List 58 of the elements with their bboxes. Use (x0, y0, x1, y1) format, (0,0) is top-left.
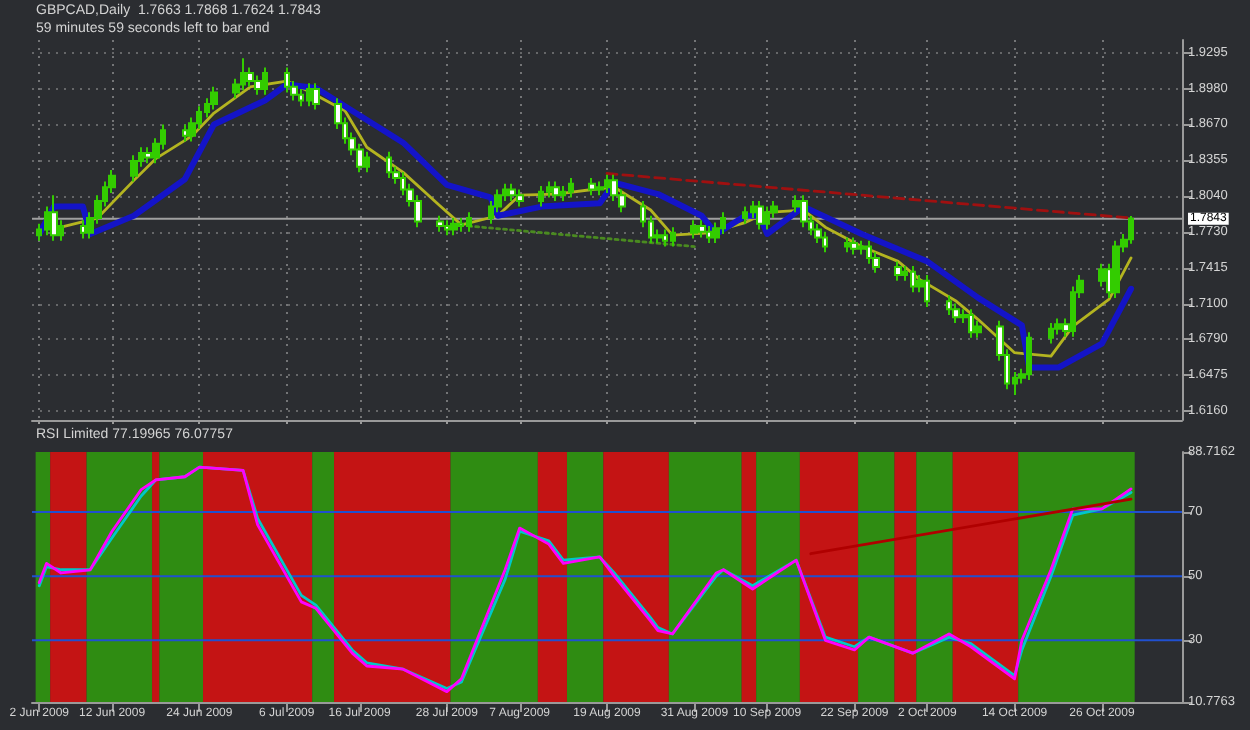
candlestick (130, 154, 138, 183)
candlestick (436, 214, 444, 233)
candlestick (1054, 317, 1062, 336)
candlestick (800, 194, 808, 229)
candlestick (596, 180, 604, 197)
candlestick (894, 260, 902, 282)
candlestick (910, 264, 916, 294)
candlestick (850, 236, 858, 256)
candlestick (698, 219, 706, 239)
candlestick (386, 150, 392, 180)
candlestick (306, 82, 312, 108)
candlestick (516, 188, 524, 208)
candlestick (312, 82, 320, 111)
candlestick (742, 205, 748, 225)
candlestick (756, 199, 764, 231)
candlestick (298, 88, 304, 108)
candlestick (466, 211, 472, 233)
candlestick (458, 217, 464, 233)
candlestick (720, 211, 726, 235)
candlestick (814, 222, 822, 245)
candlestick (240, 57, 246, 92)
candlestick (946, 294, 952, 317)
candlestick (568, 177, 574, 199)
candlestick (968, 308, 974, 339)
candlestick (538, 185, 544, 208)
candlestick (764, 205, 770, 231)
candlestick (1128, 214, 1134, 245)
candlestick (670, 226, 676, 248)
candlestick (50, 194, 58, 242)
candlestick (924, 274, 930, 309)
candlestick (1026, 331, 1032, 382)
candlestick (210, 85, 218, 111)
candlestick (858, 239, 866, 256)
candlestick (246, 66, 254, 88)
candlestick (706, 225, 712, 245)
candlestick (822, 230, 828, 254)
candlestick (604, 173, 610, 194)
candlestick (552, 180, 560, 202)
candlestick (662, 228, 668, 248)
candlestick (450, 217, 458, 237)
candlestick (866, 239, 872, 265)
candlestick (844, 236, 850, 254)
candlestick (1112, 239, 1120, 299)
candlestick (182, 123, 188, 143)
candlestick (560, 185, 566, 202)
candlestick (254, 74, 262, 96)
candlestick (690, 219, 698, 240)
candlestick (262, 66, 268, 96)
candlestick (546, 180, 552, 199)
candlestick (284, 66, 290, 94)
candlestick (364, 150, 370, 174)
candlestick (144, 146, 152, 165)
candlestick (952, 302, 960, 324)
candlestick (588, 177, 596, 197)
candlestick (444, 219, 450, 237)
candlestick (80, 219, 86, 240)
candlestick (508, 182, 516, 202)
candlestick (1048, 322, 1054, 345)
